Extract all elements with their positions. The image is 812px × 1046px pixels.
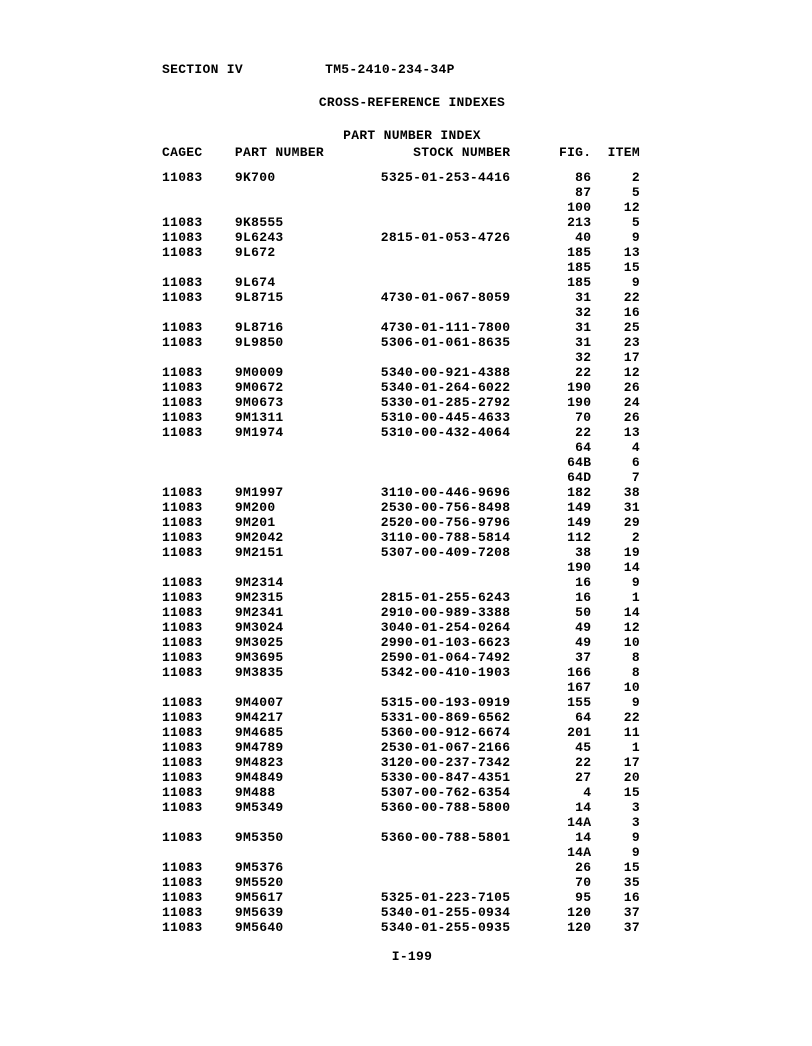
title: CROSS-REFERENCE INDEXES — [162, 95, 662, 110]
table-row: 11083 9M5617 5325-01-223-7105 95 16 — [162, 890, 662, 905]
table-row: 11083 9M5376 26 15 — [162, 860, 662, 875]
table-row: 185 15 — [162, 260, 662, 275]
table-row: 11083 9L9850 5306-01-061-8635 31 23 — [162, 335, 662, 350]
table-row: 32 16 — [162, 305, 662, 320]
table-row: 11083 9M2341 2910-00-989-3388 50 14 — [162, 605, 662, 620]
table-row: 11083 9M1311 5310-00-445-4633 70 26 — [162, 410, 662, 425]
table-row: 11083 9M0673 5330-01-285-2792 190 24 — [162, 395, 662, 410]
table-row: 11083 9M0672 5340-01-264-6022 190 26 — [162, 380, 662, 395]
table-row: 11083 9M5640 5340-01-255-0935 120 37 — [162, 920, 662, 935]
table-row: 64 4 — [162, 440, 662, 455]
table-row: 167 10 — [162, 680, 662, 695]
table-row: 190 14 — [162, 560, 662, 575]
table-row: 32 17 — [162, 350, 662, 365]
table-row: 11083 9M4849 5330-00-847-4351 27 20 — [162, 770, 662, 785]
table-row: 11083 9K8555 213 5 — [162, 215, 662, 230]
table-row: 11083 9M3695 2590-01-064-7492 37 8 — [162, 650, 662, 665]
table-row: 64B 6 — [162, 455, 662, 470]
table-row: 11083 9M4789 2530-01-067-2166 45 1 — [162, 740, 662, 755]
table-row: 11083 9M488 5307-00-762-6354 4 15 — [162, 785, 662, 800]
table-header: CAGEC PART NUMBER STOCK NUMBER FIG. ITEM — [162, 145, 662, 160]
table-row: 87 5 — [162, 185, 662, 200]
table-row: 11083 9M4823 3120-00-237-7342 22 17 — [162, 755, 662, 770]
table-row: 11083 9M4685 5360-00-912-6674 201 11 — [162, 725, 662, 740]
table-row: 11083 9L8716 4730-01-111-7800 31 25 — [162, 320, 662, 335]
top-line: SECTION IV TM5-2410-234-34P — [162, 62, 662, 77]
table-row: 11083 9M201 2520-00-756-9796 149 29 — [162, 515, 662, 530]
table-row: 11083 9M5350 5360-00-788-5801 14 9 — [162, 830, 662, 845]
table-row: 11083 9M2042 3110-00-788-5814 112 2 — [162, 530, 662, 545]
table-row: 11083 9M200 2530-00-756-8498 149 31 — [162, 500, 662, 515]
table-row: 11083 9M5639 5340-01-255-0934 120 37 — [162, 905, 662, 920]
table-row: 11083 9M5520 70 35 — [162, 875, 662, 890]
table-row: 11083 9L6243 2815-01-053-4726 40 9 — [162, 230, 662, 245]
table-row: 11083 9L674 185 9 — [162, 275, 662, 290]
table-row: 11083 9L672 185 13 — [162, 245, 662, 260]
table-row: 11083 9M4007 5315-00-193-0919 155 9 — [162, 695, 662, 710]
table-row: 11083 9K700 5325-01-253-4416 86 2 — [162, 170, 662, 185]
table-row: 11083 9L8715 4730-01-067-8059 31 22 — [162, 290, 662, 305]
table-body: 11083 9K700 5325-01-253-4416 86 2 87 5 1… — [162, 170, 662, 935]
section-label: SECTION IV — [162, 62, 317, 77]
table-row: 11083 9M2151 5307-00-409-7208 38 19 — [162, 545, 662, 560]
table-row: 11083 9M1974 5310-00-432-4064 22 13 — [162, 425, 662, 440]
table-row: 64D 7 — [162, 470, 662, 485]
table-row: 11083 9M3835 5342-00-410-1903 166 8 — [162, 665, 662, 680]
table-row: 11083 9M2314 16 9 — [162, 575, 662, 590]
table-row: 100 12 — [162, 200, 662, 215]
document-id: TM5-2410-234-34P — [325, 62, 455, 77]
page-footer: I-199 — [162, 949, 662, 964]
table-row: 11083 9M5349 5360-00-788-5800 14 3 — [162, 800, 662, 815]
table-row: 11083 9M0009 5340-00-921-4388 22 12 — [162, 365, 662, 380]
table-row: 14A 3 — [162, 815, 662, 830]
page: SECTION IV TM5-2410-234-34P CROSS-REFERE… — [0, 0, 812, 1024]
table-row: 11083 9M3024 3040-01-254-0264 49 12 — [162, 620, 662, 635]
table-row: 11083 9M3025 2990-01-103-6623 49 10 — [162, 635, 662, 650]
subtitle: PART NUMBER INDEX — [162, 128, 662, 143]
table-row: 11083 9M1997 3110-00-446-9696 182 38 — [162, 485, 662, 500]
table-row: 14A 9 — [162, 845, 662, 860]
table-row: 11083 9M2315 2815-01-255-6243 16 1 — [162, 590, 662, 605]
table-row: 11083 9M4217 5331-00-869-6562 64 22 — [162, 710, 662, 725]
